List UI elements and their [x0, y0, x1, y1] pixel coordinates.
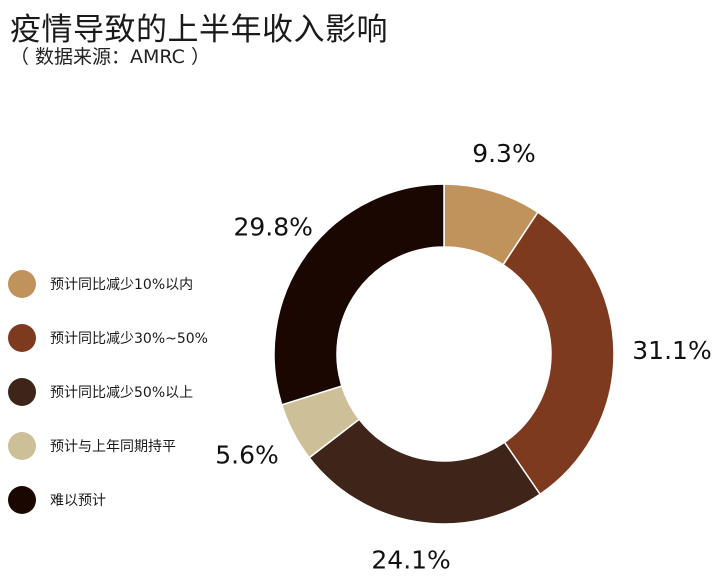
legend-label-1: 预计同比减少30%~50%: [50, 330, 208, 347]
legend-item-3: 预计与上年同期持平: [8, 431, 248, 460]
donut-value-labels: 9.3% 31.1% 24.1% 5.6% 29.8%: [215, 139, 711, 575]
slice-value-label-0: 9.3%: [472, 139, 536, 168]
legend-swatch-2: [8, 377, 36, 406]
slice-value-label-4: 29.8%: [233, 212, 312, 241]
slice-value-label-1: 31.1%: [632, 336, 711, 365]
legend-label-2: 预计同比减少50%以上: [50, 384, 194, 401]
chart-title: 疫情导致的上半年收入影响: [10, 12, 388, 48]
legend-item-0: 预计同比减少10%以内: [8, 269, 248, 298]
legend-swatch-4: [8, 485, 36, 514]
legend-item-4: 难以预计: [8, 485, 248, 514]
legend-item-1: 预计同比减少30%~50%: [8, 323, 248, 352]
legend-label-4: 难以预计: [50, 492, 106, 509]
legend-swatch-0: [8, 269, 36, 298]
legend-item-2: 预计同比减少50%以上: [8, 377, 248, 406]
donut-slices: [273, 183, 615, 525]
legend-label-3: 预计与上年同期持平: [50, 438, 176, 455]
donut-slice-1: [502, 211, 615, 496]
chart-legend: 预计同比减少10%以内 预计同比减少30%~50% 预计同比减少50%以上 预计…: [8, 269, 248, 540]
legend-swatch-1: [8, 323, 36, 352]
legend-label-0: 预计同比减少10%以内: [50, 276, 194, 293]
slice-value-label-2: 24.1%: [371, 545, 450, 574]
donut-slice-2: [308, 418, 542, 525]
slice-value-label-3: 5.6%: [215, 440, 279, 469]
legend-swatch-3: [8, 431, 36, 460]
chart-subtitle: （ 数据来源：AMRC ）: [10, 46, 210, 68]
donut-slice-4: [273, 183, 445, 406]
